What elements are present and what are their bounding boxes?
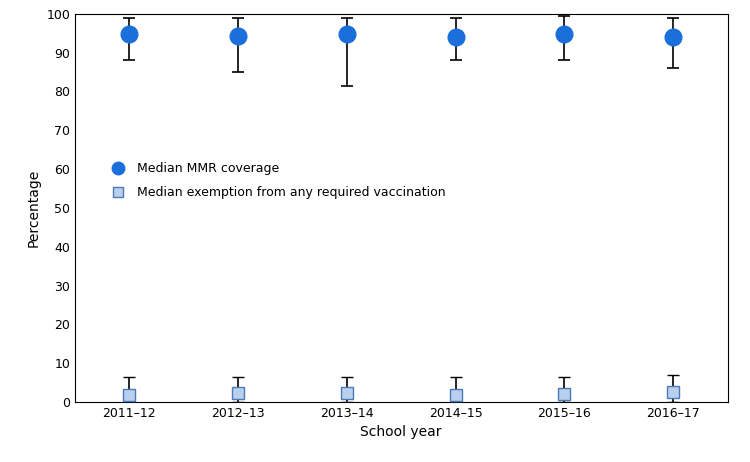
X-axis label: School year: School year (361, 426, 442, 439)
Legend: Median MMR coverage, Median exemption from any required vaccination: Median MMR coverage, Median exemption fr… (100, 157, 451, 204)
Y-axis label: Percentage: Percentage (27, 169, 40, 247)
